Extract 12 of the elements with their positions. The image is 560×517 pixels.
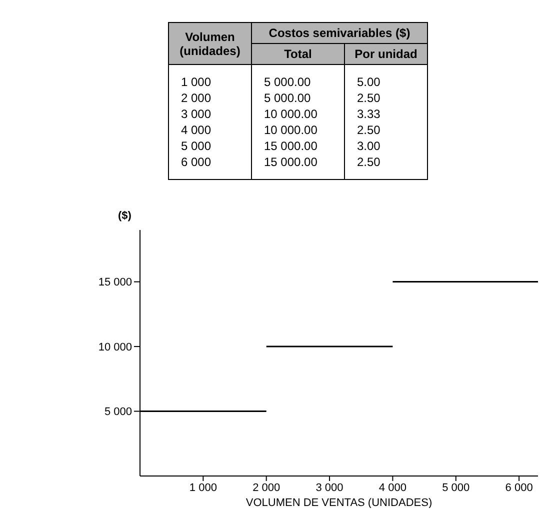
- y-tick-label: 10 000: [98, 341, 132, 354]
- x-axis-title: VOLUMEN DE VENTAS (UNIDADES): [246, 497, 432, 509]
- x-tick-label: 5 000: [442, 482, 470, 494]
- cost-table: Volumen (unidades) Costos semivariables ($) Total Por unidad 1 000 5 000.00 5.00 2 000 5 000.00 2.50 3 000 10 000.00 3.33 4 000 10 000.00 2.50 5 000 15 000.00 3.00 6 000 15 000.00 2.50: [168, 22, 428, 180]
- y-axis-title: ($): [118, 210, 132, 222]
- x-tick-label: 2 000: [252, 482, 280, 494]
- x-tick-label: 3 000: [316, 482, 344, 494]
- x-tick-label: 6 000: [505, 482, 533, 494]
- y-tick-label: 5 000: [104, 406, 132, 418]
- y-tick-label: 15 000: [98, 276, 132, 289]
- x-tick-label: 1 000: [189, 482, 217, 494]
- x-tick-label: 4 000: [378, 482, 406, 494]
